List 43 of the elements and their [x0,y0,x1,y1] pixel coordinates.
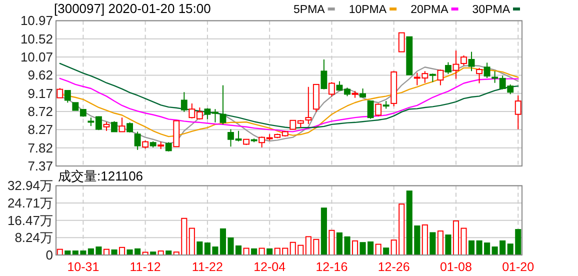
y-tick-label: 8.72 [28,104,53,120]
bar [111,249,118,256]
bar [422,224,428,256]
y-tick-label: 0 [46,248,53,262]
y-tick-label: 9.62 [28,68,53,83]
y-tick-label: 8.27 [28,122,53,138]
candlestick [452,50,460,80]
legend-label: 20PMA [410,4,449,16]
y-tick-label: 10.07 [20,50,53,65]
legend-label: 30PMA [472,4,510,16]
bar [437,230,444,256]
bar [468,240,475,256]
x-tick-label: 12-16 [316,260,348,274]
x-tick-label: 10-31 [67,260,100,274]
legend-label: 5PMA [294,4,326,16]
chart-title: [300097] 2020-01-20 15:00 [54,1,211,16]
x-tick-label: 12-26 [378,260,410,274]
y-tick-label: 7.82 [28,140,53,156]
y-tick-label: 10.52 [20,31,53,46]
bar [445,234,452,256]
x-tick-label: 11-12 [130,260,161,274]
y-tick-label: 10.97 [20,13,53,28]
line-series [59,78,519,132]
y-tick-label: 9.17 [28,86,53,101]
bar [375,244,382,256]
y-tick-label: 16.47万 [7,212,53,228]
y-tick-label: 7.37 [28,158,53,174]
bar [430,232,436,256]
line-series [59,62,519,129]
x-tick-label: 01-20 [502,260,534,274]
bar [196,241,203,256]
x-tick-label: 01-08 [440,260,472,274]
legend-label: 10PMA [348,4,387,16]
y-tick-label: 8.24万 [14,230,53,246]
chart-title: 成交量:121106 [58,168,144,184]
y-tick-label: 24.71万 [7,196,53,211]
bar [320,208,327,256]
x-tick-label: 12-04 [254,260,286,274]
x-tick-label: 11-22 [192,260,224,274]
bar [352,240,358,256]
bar [328,230,335,256]
bar [188,228,195,256]
y-tick-label: 32.94万 [7,178,53,194]
